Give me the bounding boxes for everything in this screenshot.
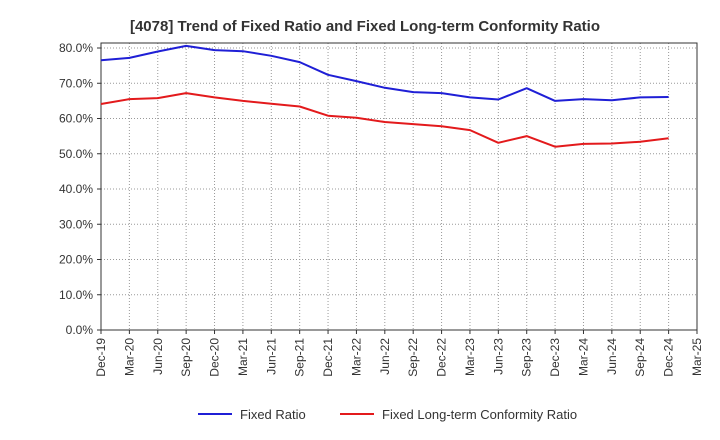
grid-lines (101, 43, 697, 330)
x-tick-label: Jun-22 (378, 338, 392, 375)
x-tick-label: Sep-20 (179, 338, 193, 377)
x-tick-label: Mar-21 (236, 338, 250, 376)
y-tick-label: 0.0% (66, 323, 94, 337)
legend-label: Fixed Long-term Conformity Ratio (382, 407, 577, 422)
x-tick-label: Dec-20 (208, 338, 222, 377)
legend-label: Fixed Ratio (240, 407, 306, 422)
series-lines (100, 44, 669, 148)
y-tick-label: 80.0% (59, 41, 93, 55)
axes (97, 42, 698, 334)
y-tick-label: 30.0% (59, 217, 93, 231)
x-tick-label: Mar-22 (349, 338, 363, 376)
y-tick-label: 70.0% (59, 76, 93, 90)
x-tick-label: Sep-23 (520, 338, 534, 377)
x-tick-label: Sep-22 (406, 338, 420, 377)
y-tick-label: 10.0% (59, 288, 93, 302)
y-tick-label: 40.0% (59, 182, 93, 196)
x-tick-label: Dec-24 (662, 338, 676, 377)
plot-frame (100, 42, 698, 331)
x-tick-label: Mar-23 (463, 338, 477, 376)
x-tick-label: Jun-23 (491, 338, 505, 375)
y-tick-label: 60.0% (59, 112, 93, 126)
x-tick-label: Dec-19 (94, 338, 108, 377)
legend: Fixed Ratio Fixed Long-term Conformity Ra… (198, 407, 577, 422)
x-tick-label: Sep-24 (633, 338, 647, 377)
x-tick-label: Dec-22 (435, 338, 449, 377)
x-tick-label: Mar-20 (122, 338, 136, 376)
x-tick-label: Dec-21 (321, 338, 335, 377)
x-tick-label: Jun-20 (151, 338, 165, 375)
x-tick-label: Jun-24 (605, 338, 619, 375)
y-tick-label: 50.0% (59, 147, 93, 161)
y-axis-ticks: 0.0% 10.0% 20.0% 30.0% 40.0% 50.0% 60.0% 70.0% 8… (59, 41, 93, 337)
x-tick-label: Dec-23 (548, 338, 562, 377)
chart-title: [4078] Trend of Fixed Ratio and Fixed Lo… (130, 18, 600, 35)
x-tick-label: Sep-21 (293, 338, 307, 377)
series-line-fixed-long-term-conformity-ratio (100, 92, 669, 148)
x-tick-label: Mar-25 (690, 338, 704, 376)
series-line-fixed-ratio (100, 44, 669, 102)
x-tick-label: Mar-24 (576, 338, 590, 376)
x-axis-ticks: Dec-19 Mar-20 Jun-20 Sep-20 Dec-20 Mar-21 Jun-… (94, 338, 704, 377)
x-tick-label: Jun-21 (264, 338, 278, 375)
y-tick-label: 20.0% (59, 253, 93, 267)
